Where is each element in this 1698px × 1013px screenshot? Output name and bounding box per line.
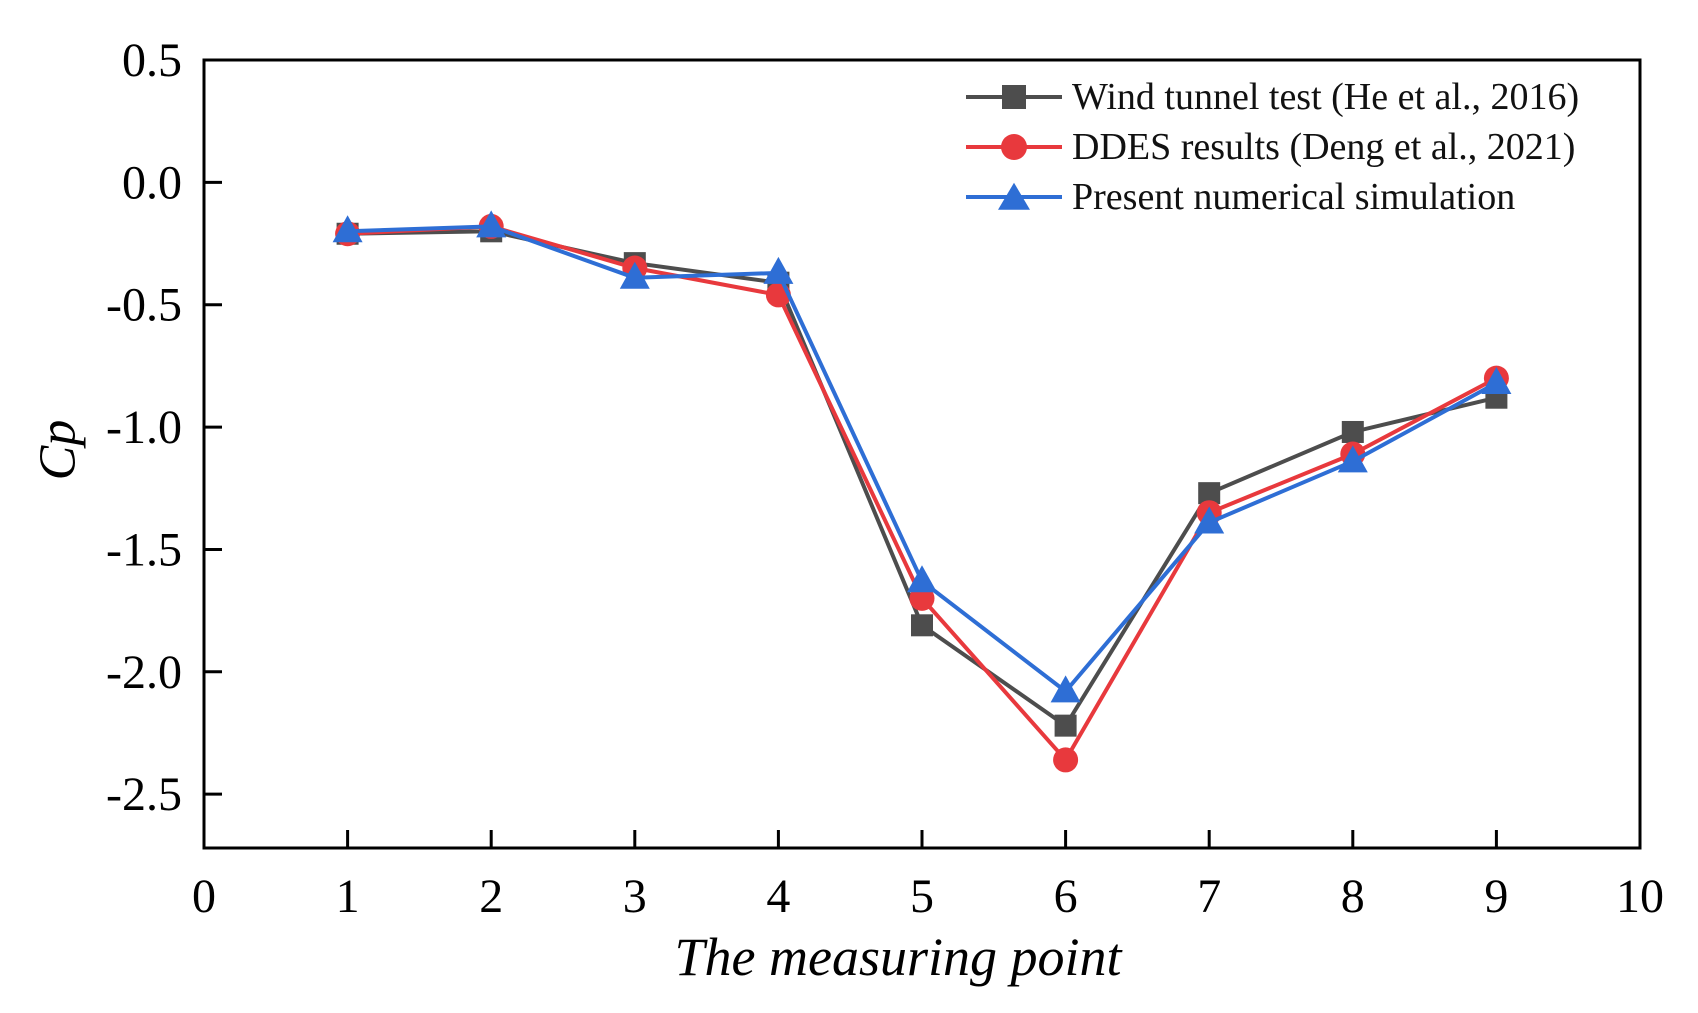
legend-label: Wind tunnel test (He et al., 2016) bbox=[1072, 76, 1580, 118]
marker-triangle bbox=[763, 256, 794, 284]
y-tick-label: 0.0 bbox=[122, 156, 182, 209]
x-tick-label: 8 bbox=[1341, 870, 1365, 923]
y-tick-label: -2.0 bbox=[106, 646, 182, 699]
y-tick-label: -1.0 bbox=[106, 401, 182, 454]
marker-triangle bbox=[619, 261, 650, 289]
y-axis-title: Cp bbox=[29, 419, 87, 481]
x-tick-label: 1 bbox=[336, 870, 360, 923]
marker-square bbox=[1198, 482, 1221, 505]
x-tick-label: 4 bbox=[766, 870, 790, 923]
marker-circle bbox=[1053, 747, 1079, 773]
y-tick-label: -2.5 bbox=[106, 768, 182, 821]
marker-triangle bbox=[1050, 675, 1081, 703]
legend-item-present-simulation: Present numerical simulation bbox=[966, 172, 1579, 222]
marker-square bbox=[1054, 714, 1077, 737]
y-tick-label: 0.5 bbox=[122, 34, 182, 87]
legend-swatch-circle-marker bbox=[966, 129, 1062, 165]
x-axis-title: The measuring point bbox=[674, 927, 1122, 987]
plot-frame bbox=[202, 58, 1642, 850]
x-tick-label: 7 bbox=[1197, 870, 1221, 923]
marker-triangle bbox=[1481, 367, 1512, 395]
x-tick-label: 3 bbox=[623, 870, 647, 923]
legend-item-wind-tunnel: Wind tunnel test (He et al., 2016) bbox=[966, 72, 1579, 122]
marker-triangle bbox=[1194, 506, 1225, 534]
x-tick-label: 9 bbox=[1484, 870, 1508, 923]
x-tick-label: 10 bbox=[1616, 870, 1664, 923]
legend-item-ddes: DDES results (Deng et al., 2021) bbox=[966, 122, 1579, 172]
legend-swatch-square-marker bbox=[966, 79, 1062, 115]
legend-label: DDES results (Deng et al., 2021) bbox=[1072, 126, 1576, 168]
legend: Wind tunnel test (He et al., 2016) DDES … bbox=[966, 72, 1579, 222]
series-line-0 bbox=[347, 229, 1497, 729]
marker-square bbox=[1341, 420, 1364, 443]
x-tick-label: 5 bbox=[910, 870, 934, 923]
marker-triangle bbox=[1337, 445, 1368, 473]
legend-swatch-triangle-marker bbox=[966, 179, 1062, 215]
legend-label: Present numerical simulation bbox=[1072, 176, 1516, 218]
marker-triangle bbox=[476, 210, 507, 238]
marker-triangle bbox=[332, 215, 363, 243]
x-tick-label: 6 bbox=[1054, 870, 1078, 923]
marker-triangle bbox=[907, 565, 937, 593]
y-tick-label: -1.5 bbox=[106, 523, 182, 576]
marker-square bbox=[911, 614, 933, 637]
x-tick-label: 0 bbox=[192, 870, 216, 923]
series-line-1 bbox=[347, 224, 1498, 764]
y-tick-label: -0.5 bbox=[106, 279, 182, 332]
x-tick-label: 2 bbox=[479, 870, 503, 923]
